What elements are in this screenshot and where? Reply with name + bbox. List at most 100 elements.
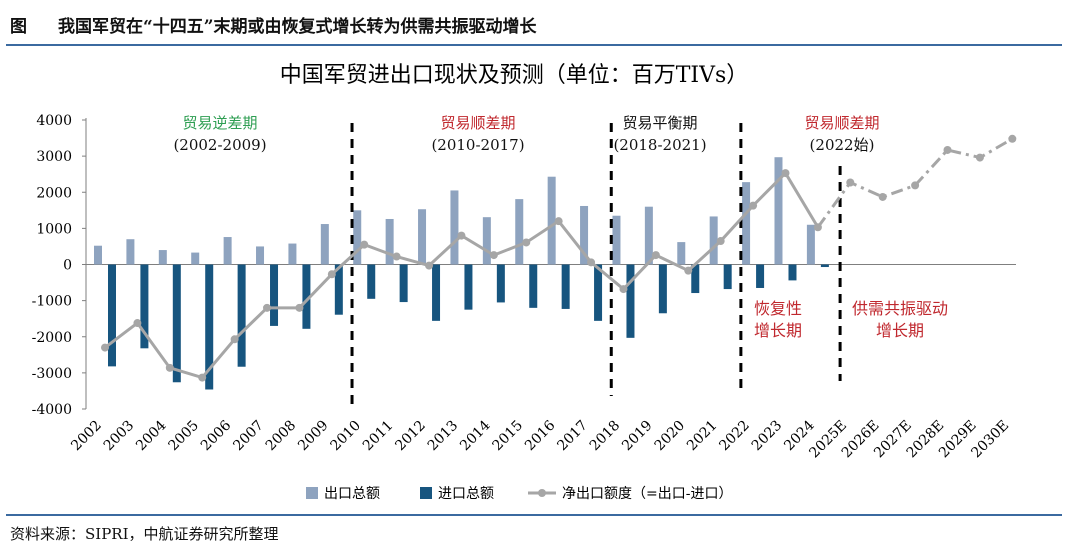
import-bar bbox=[172, 264, 181, 383]
phase-annotation-line2: 增长期 bbox=[876, 321, 924, 340]
period-range: (2002-2009) bbox=[173, 136, 266, 154]
phase-annotation-line1: 恢复性 bbox=[754, 299, 802, 318]
legend-swatch-import bbox=[420, 487, 432, 499]
export-bar bbox=[709, 216, 718, 265]
net-export-point bbox=[360, 240, 369, 249]
net-export-point bbox=[587, 258, 596, 267]
import-bar bbox=[788, 264, 797, 281]
x-tick-label: 2005 bbox=[166, 418, 203, 455]
period-label: 贸易顺差期 bbox=[440, 114, 515, 132]
legend-label-net: 净出口额度（=出口-进口） bbox=[562, 486, 732, 502]
period-range: (2010-2017) bbox=[431, 136, 524, 154]
import-bar bbox=[529, 264, 538, 308]
period-labels: 贸易逆差期 (2002-2009) 贸易顺差期 (2010-2017) 贸易平衡期 (20… bbox=[173, 114, 948, 340]
export-bar bbox=[223, 237, 232, 265]
y-tick-label: -1000 bbox=[32, 294, 72, 310]
phase-annotation-line1: 供需共振驱动 bbox=[852, 299, 948, 318]
y-tick-label: -2000 bbox=[32, 330, 72, 346]
x-tick-label: 2002 bbox=[68, 418, 105, 455]
export-bar bbox=[288, 243, 297, 265]
legend-label-export: 出口总额 bbox=[324, 486, 380, 502]
export-bar bbox=[612, 215, 621, 265]
x-tick-label: 2017 bbox=[554, 418, 591, 455]
net-export-point bbox=[165, 363, 174, 372]
import-bar bbox=[691, 264, 700, 294]
net-forecast-point bbox=[1008, 134, 1017, 143]
chart-title: 中国军贸进出口现状及预测（单位：百万TIVs） bbox=[280, 63, 749, 88]
y-tick-label: -4000 bbox=[32, 402, 72, 418]
net-forecast-point bbox=[846, 178, 855, 187]
import-bar bbox=[820, 264, 829, 268]
net-export-point bbox=[651, 251, 660, 260]
x-tick-label: 2018 bbox=[587, 418, 624, 455]
period-range: (2018-2021) bbox=[613, 136, 706, 154]
net-export-point bbox=[716, 237, 725, 246]
export-bar bbox=[191, 252, 200, 265]
import-bar bbox=[756, 264, 765, 288]
legend-swatch-export bbox=[306, 487, 318, 499]
net-export-point bbox=[263, 303, 272, 312]
y-tick-label: 2000 bbox=[36, 185, 72, 201]
phase-annotation-line2: 增长期 bbox=[754, 321, 802, 340]
x-tick-label: 2020 bbox=[652, 418, 689, 455]
x-tick-label: 2022 bbox=[716, 418, 753, 455]
export-bar bbox=[742, 182, 751, 265]
import-bar bbox=[464, 264, 473, 310]
chart-bars bbox=[94, 157, 829, 390]
export-bar bbox=[644, 206, 653, 265]
net-forecast-point bbox=[943, 145, 952, 154]
import-bar bbox=[302, 264, 311, 329]
net-export-point bbox=[489, 251, 498, 260]
import-bar bbox=[561, 264, 570, 309]
net-forecast-point bbox=[878, 192, 887, 201]
net-forecast-point bbox=[975, 153, 984, 162]
figure-caption: 我国军贸在“十四五”末期或由恢复式增长转为供需共振驱动增长 bbox=[58, 17, 537, 37]
x-tick-label: 2009 bbox=[295, 418, 332, 455]
net-export-point bbox=[522, 238, 531, 247]
export-bar bbox=[580, 205, 589, 265]
source-note: 资料来源：SIPRI，中航证券研究所整理 bbox=[10, 525, 279, 543]
import-bar bbox=[205, 264, 214, 390]
x-tick-label: 2015 bbox=[490, 418, 527, 455]
period-dividers bbox=[350, 123, 842, 408]
net-export-point bbox=[198, 373, 207, 382]
net-export-point bbox=[619, 285, 628, 294]
import-bar bbox=[432, 264, 441, 321]
period-label: 贸易顺差期 bbox=[804, 114, 879, 132]
trade-chart: 中国军贸进出口现状及预测（单位：百万TIVs） 4000 3000 2000 1000… bbox=[32, 63, 1017, 502]
export-bar bbox=[353, 210, 362, 265]
period-label: 贸易平衡期 bbox=[622, 114, 697, 132]
net-export-point bbox=[327, 270, 336, 279]
export-bar bbox=[94, 245, 102, 265]
import-bar bbox=[399, 264, 408, 303]
export-bar bbox=[256, 246, 265, 265]
chart-legend: 出口总额 进口总额 净出口额度（=出口-进口） bbox=[306, 486, 732, 502]
net-export-point bbox=[230, 335, 239, 344]
export-bar bbox=[158, 250, 167, 265]
x-tick-label: 2007 bbox=[230, 418, 267, 455]
import-bar bbox=[723, 264, 732, 290]
figure-label: 图 bbox=[10, 17, 27, 37]
figure-header: 图 我国军贸在“十四五”末期或由恢复式增长转为供需共振驱动增长 bbox=[0, 0, 1068, 44]
x-tick-label: 2016 bbox=[522, 417, 559, 454]
export-bar bbox=[385, 218, 394, 265]
export-bar bbox=[320, 224, 329, 265]
import-bar bbox=[270, 264, 279, 326]
x-tick-label: 2010 bbox=[328, 418, 365, 455]
x-tick-label: 2006 bbox=[198, 417, 235, 454]
x-tick-label: 2004 bbox=[133, 417, 170, 454]
x-tick-label: 2023 bbox=[749, 418, 786, 455]
legend-label-import: 进口总额 bbox=[438, 486, 494, 502]
export-bar bbox=[774, 157, 783, 265]
export-bar bbox=[547, 176, 556, 265]
import-bar bbox=[237, 264, 246, 367]
net-export-point bbox=[554, 217, 563, 226]
y-tick-label: -3000 bbox=[32, 366, 72, 382]
x-tick-label: 2021 bbox=[684, 418, 721, 455]
net-export-point bbox=[295, 303, 304, 312]
x-tick-label: 2012 bbox=[392, 418, 429, 455]
import-bar bbox=[140, 264, 149, 349]
import-bar bbox=[334, 264, 343, 315]
bottom-rule bbox=[6, 514, 1062, 516]
net-export-point bbox=[749, 201, 758, 210]
